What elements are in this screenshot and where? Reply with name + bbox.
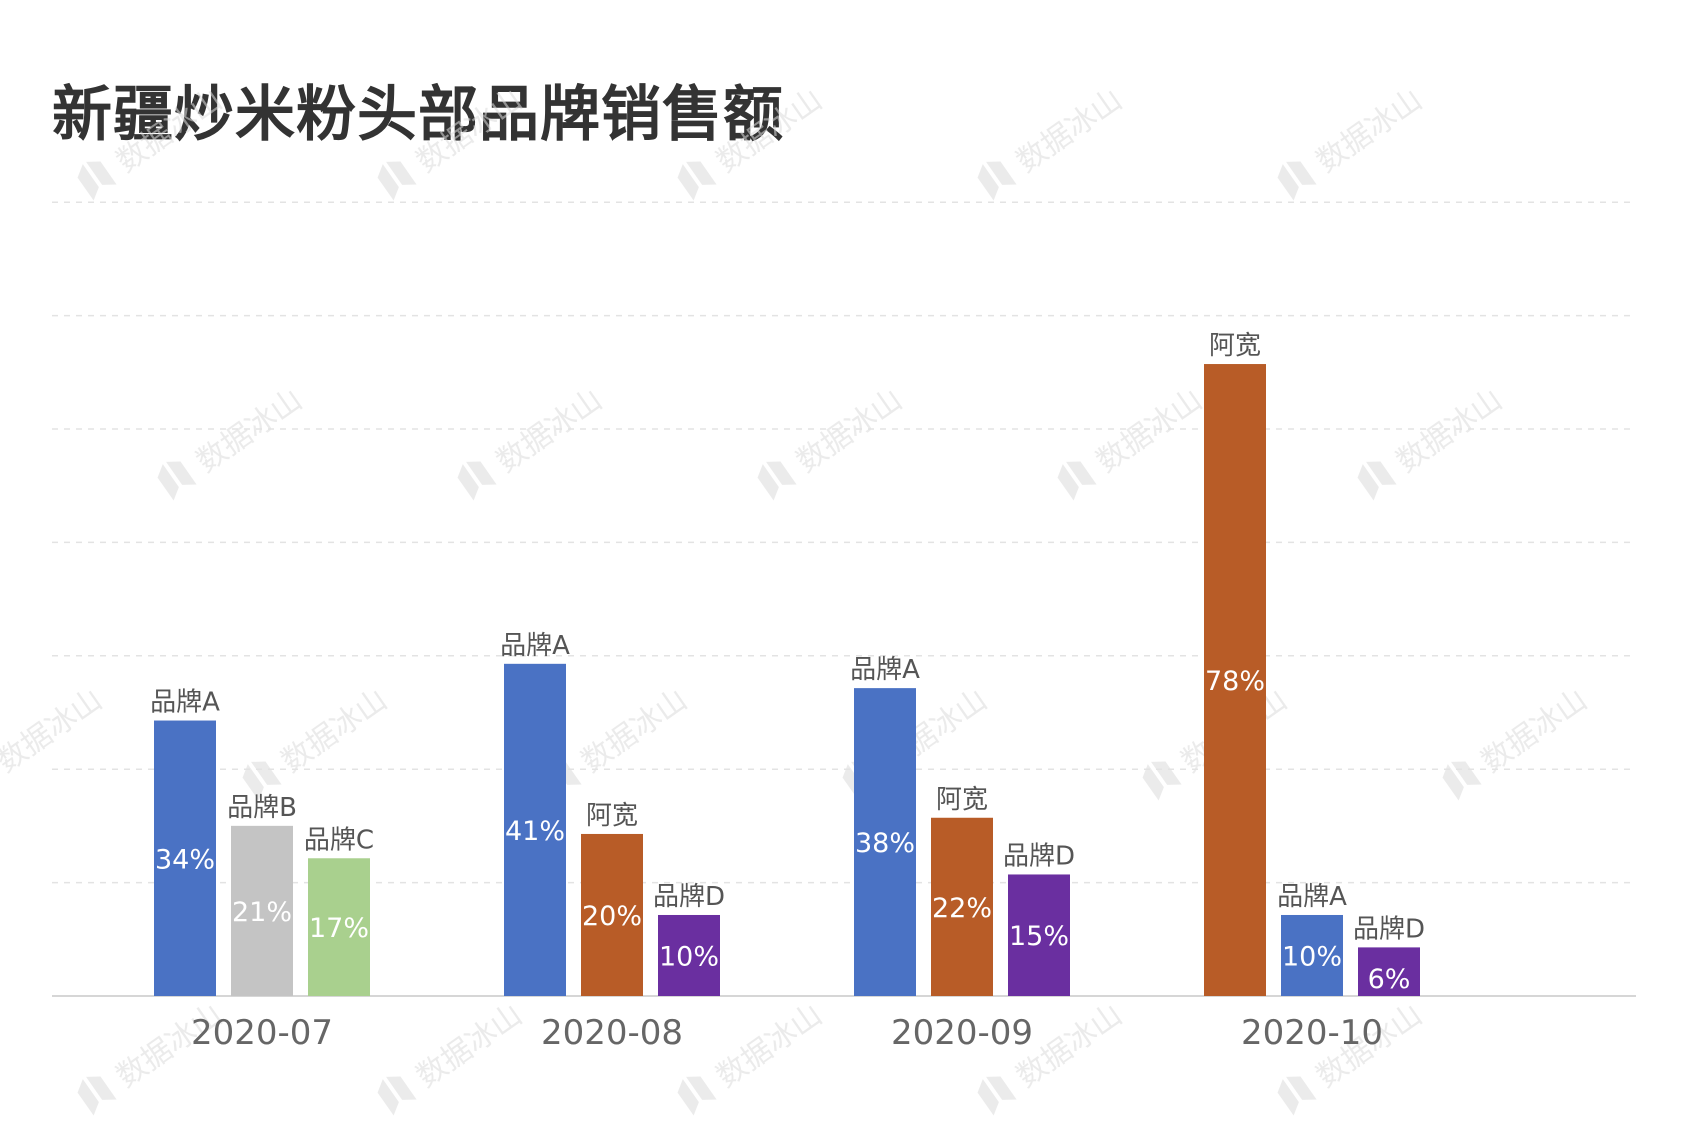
watermark-text: 数据冰山 [790, 382, 908, 479]
bar-brand-label: 品牌D [1353, 914, 1425, 944]
bar [1008, 874, 1070, 996]
data-iceberg-logo-icon [677, 1076, 717, 1116]
data-iceberg-logo-icon [757, 461, 797, 501]
bar-brand-label: 品牌B [227, 793, 297, 823]
bar-value-label: 10% [1282, 941, 1342, 972]
watermark-text: 数据冰山 [1310, 82, 1428, 179]
bar-brand-label: 阿宽 [1209, 331, 1261, 361]
bar [504, 663, 566, 996]
watermark: 数据冰山 [977, 82, 1129, 201]
watermark: 数据冰山 [0, 682, 109, 779]
bar-brand-label: 品牌A [500, 631, 570, 661]
bar [931, 817, 993, 996]
watermark: 数据冰山 [1357, 382, 1509, 501]
data-iceberg-logo-icon [377, 1076, 417, 1116]
bar-value-label: 34% [155, 844, 215, 875]
bar-brand-label: 品牌A [1277, 882, 1347, 912]
watermark: 数据冰山 [977, 997, 1129, 1116]
data-iceberg-logo-icon [1057, 461, 1097, 501]
bar-brand-label: 阿宽 [936, 785, 988, 815]
watermark-text: 数据冰山 [490, 382, 608, 479]
watermark: 数据冰山 [242, 682, 394, 801]
x-tick-label: 2020-07 [191, 1013, 333, 1053]
bar [581, 833, 643, 996]
watermark-text: 数据冰山 [410, 997, 528, 1094]
data-iceberg-logo-icon [977, 1076, 1017, 1116]
watermark: 数据冰山 [457, 382, 609, 501]
data-iceberg-logo-icon [157, 461, 197, 501]
bar-value-label: 17% [309, 913, 369, 944]
x-tick-label: 2020-10 [1241, 1013, 1383, 1053]
bar-value-label: 22% [932, 893, 992, 924]
watermark-text: 数据冰山 [575, 682, 693, 779]
data-iceberg-logo-icon [1442, 761, 1482, 801]
watermark: 数据冰山 [377, 82, 529, 201]
bar-value-label: 38% [855, 828, 915, 859]
data-iceberg-logo-icon [1277, 1076, 1317, 1116]
bar-value-label: 41% [505, 816, 565, 847]
data-iceberg-logo-icon [1277, 161, 1317, 201]
data-iceberg-logo-icon [377, 161, 417, 201]
data-iceberg-logo-icon [77, 161, 117, 201]
watermark: 数据冰山 [677, 82, 829, 201]
bar-brand-label: 品牌D [653, 882, 725, 912]
bar [154, 720, 216, 996]
watermark-text: 数据冰山 [110, 82, 228, 179]
watermark-text: 数据冰山 [1010, 82, 1128, 179]
bar-brand-label: 品牌A [150, 688, 220, 718]
x-tick-label: 2020-08 [541, 1013, 683, 1053]
watermark-text: 数据冰山 [275, 682, 393, 779]
bar [1358, 947, 1420, 996]
watermark-text: 数据冰山 [710, 997, 828, 1094]
watermark: 数据冰山 [77, 82, 229, 201]
watermark: 数据冰山 [757, 382, 909, 501]
data-iceberg-logo-icon [977, 161, 1017, 201]
watermark-text: 数据冰山 [0, 682, 109, 779]
data-iceberg-logo-icon [1142, 761, 1182, 801]
watermark: 数据冰山 [1442, 682, 1594, 801]
watermark: 数据冰山 [377, 997, 529, 1116]
data-iceberg-logo-icon [242, 761, 282, 801]
chart-title: 新疆炒米粉头部品牌销售额 [52, 80, 784, 150]
watermark-text: 数据冰山 [710, 82, 828, 179]
watermark: 数据冰山 [1277, 997, 1429, 1116]
data-iceberg-logo-icon [77, 1076, 117, 1116]
watermark-text: 数据冰山 [1475, 682, 1593, 779]
bar [308, 858, 370, 996]
bar-value-label: 20% [582, 901, 642, 932]
bar [658, 914, 720, 996]
watermark: 数据冰山 [1057, 382, 1209, 501]
bar-brand-label: 品牌A [850, 655, 920, 685]
bar-value-label: 21% [232, 897, 292, 928]
bar-value-label: 15% [1009, 921, 1069, 952]
bar [1281, 914, 1343, 996]
x-tick-label: 2020-09 [891, 1013, 1033, 1053]
data-iceberg-logo-icon [677, 161, 717, 201]
watermark-text: 数据冰山 [1390, 382, 1508, 479]
bar [1204, 364, 1266, 997]
watermark: 数据冰山 [157, 382, 309, 501]
watermark: 数据冰山 [1277, 82, 1429, 201]
watermark: 数据冰山 [77, 997, 229, 1116]
bar-value-label: 6% [1368, 964, 1411, 995]
data-iceberg-logo-icon [457, 461, 497, 501]
bar [854, 688, 916, 996]
data-iceberg-logo-icon [1357, 461, 1397, 501]
watermark-text: 数据冰山 [410, 82, 528, 179]
watermark-text: 数据冰山 [190, 382, 308, 479]
bar-value-label: 78% [1205, 666, 1265, 697]
bar-brand-label: 阿宽 [586, 801, 638, 831]
bar-brand-label: 品牌C [304, 825, 374, 855]
bar [231, 825, 293, 996]
bar-brand-label: 品牌D [1003, 841, 1075, 871]
watermark: 数据冰山 [677, 997, 829, 1116]
bar-value-label: 10% [659, 941, 719, 972]
watermark-text: 数据冰山 [1090, 382, 1208, 479]
